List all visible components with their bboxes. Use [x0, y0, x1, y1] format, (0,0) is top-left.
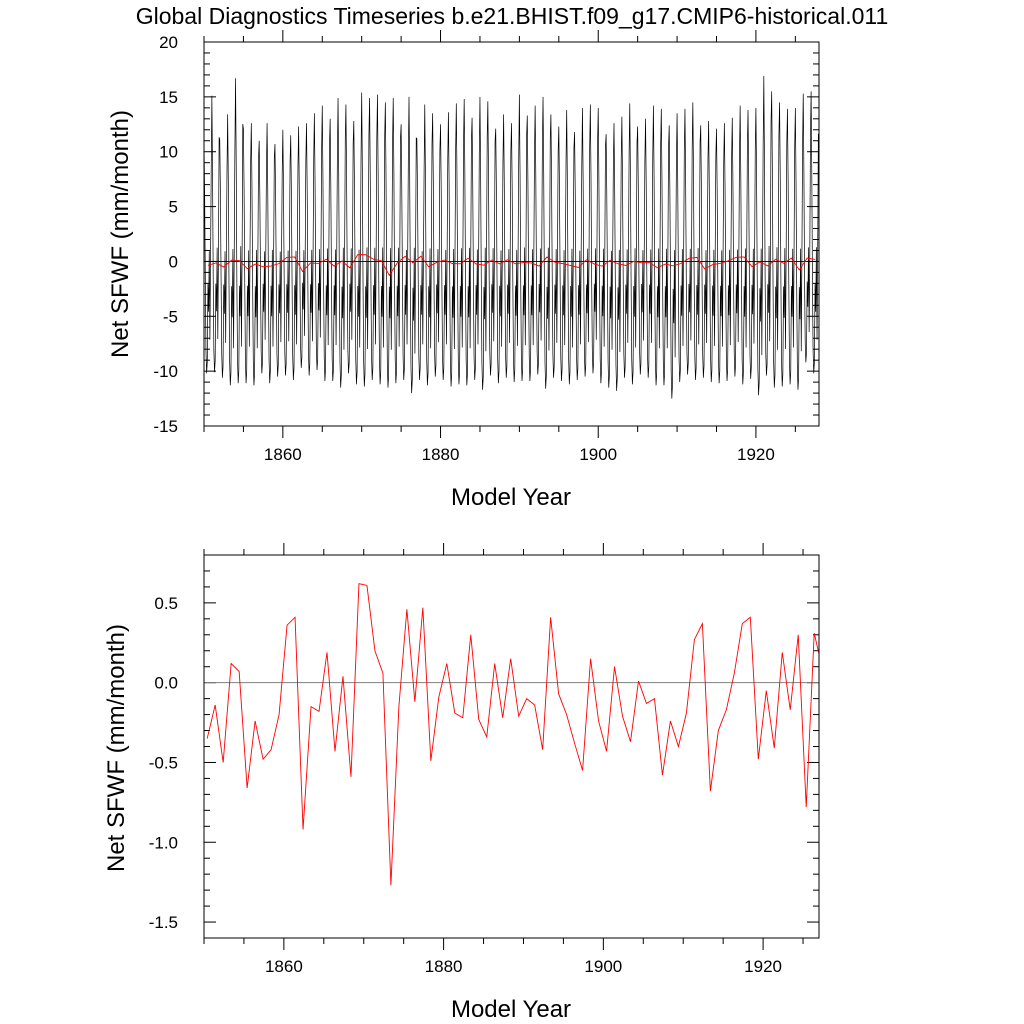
panel2-x-tick-label: 1900 [584, 957, 622, 976]
figure-title: Global Diagnostics Timeseries b.e21.BHIS… [136, 3, 889, 29]
panel2-x-tick-label: 1920 [744, 957, 782, 976]
panel1-x-axis-label: Model Year [451, 484, 571, 511]
panel2-y-axis-label: Net SFWF (mm/month) [103, 624, 130, 872]
panel2-y-tick-label: -1.0 [149, 833, 178, 852]
panel1-x-tick-label: 1900 [579, 445, 617, 464]
panel1-y-axis-label: Net SFWF (mm/month) [107, 110, 134, 358]
panel2-ticks: 1860 1880 1900 1920 -1.5 -1.0 -0.5 0.0 0.5 [149, 543, 819, 976]
panel1-y-tick-label: -15 [153, 417, 178, 436]
panel1-annual-series-line [207, 254, 816, 277]
panel1-x-tick-label: 1920 [737, 445, 775, 464]
panel2-y-tick-label: -1.5 [149, 913, 178, 932]
panel2-x-axis-label: Model Year [451, 996, 571, 1023]
panel1-y-tick-label: -10 [153, 362, 178, 381]
panel2-x-tick-label: 1880 [425, 957, 463, 976]
panel2-y-tick-label: -0.5 [149, 753, 178, 772]
panel2-plot-frame [203, 554, 820, 939]
panel1-y-tick-label: -5 [163, 307, 178, 326]
panel2-annual-series-line [206, 583, 820, 886]
panel1-y-tick-label: 5 [169, 198, 178, 217]
panel1-y-tick-label: 15 [159, 88, 178, 107]
panel1-monthly-series-line [203, 76, 819, 399]
chart-panel-1: Net SFWF (mm/month) Model Year 1860 1880 1… [107, 30, 820, 511]
panel1-y-tick-label: 0 [169, 252, 178, 271]
panel1-y-tick-label: 10 [159, 143, 178, 162]
panel2-x-tick-label: 1860 [265, 957, 303, 976]
panel2-y-tick-label: 0.0 [154, 674, 178, 693]
chart-panel-2: Net SFWF (mm/month) Model Year 1860 1880 1… [103, 543, 820, 1023]
panel2-y-tick-label: 0.5 [154, 594, 178, 613]
panel1-x-tick-label: 1860 [264, 445, 302, 464]
panel1-plot-frame [203, 41, 820, 427]
panel1-y-tick-label: 20 [159, 33, 178, 52]
panel1-ticks: 1860 1880 1900 1920 -15 -10 -5 0 5 10 15 20 [153, 30, 819, 464]
panel1-x-tick-label: 1880 [422, 445, 460, 464]
